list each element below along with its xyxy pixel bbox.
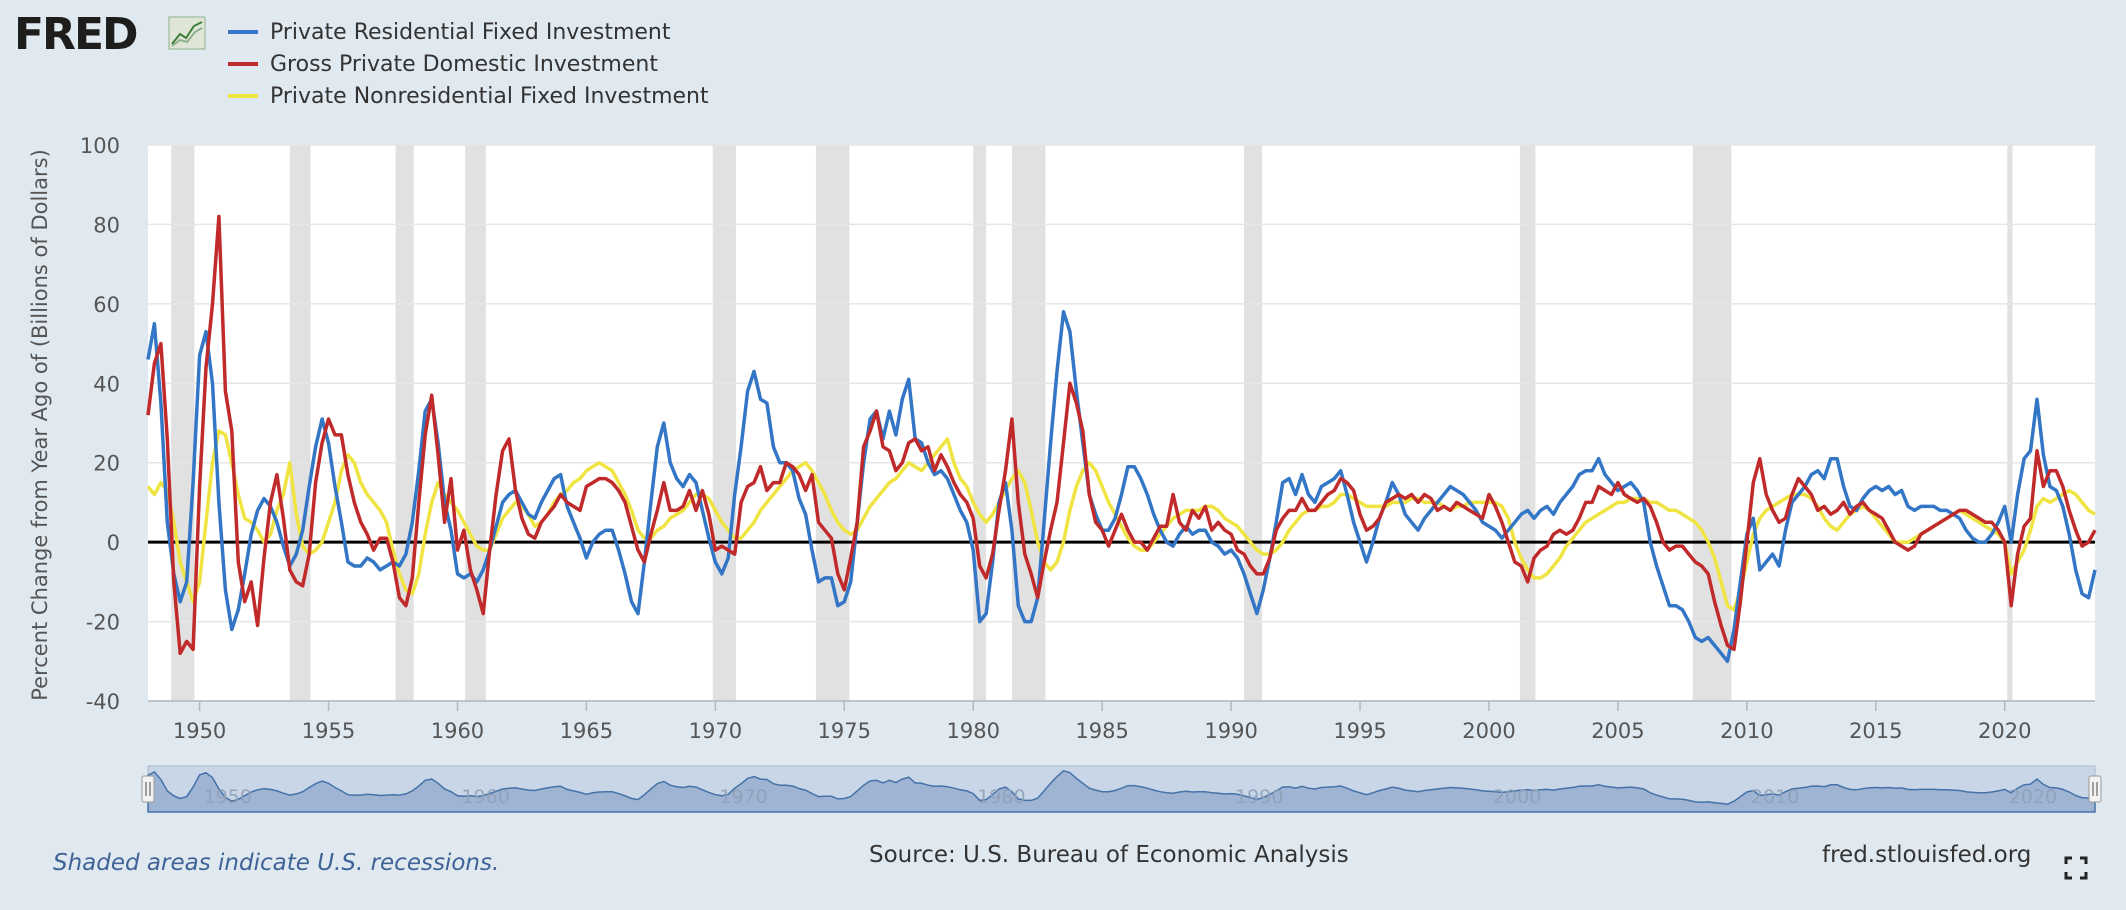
navigator-tick-label: 1960 [461,786,509,808]
x-tick-label: 1990 [1204,719,1257,743]
x-tick-label: 1970 [689,719,742,743]
y-tick-label: 80 [93,213,120,237]
recession-band [973,145,987,701]
fred-logo[interactable]: FRED [14,12,214,62]
fullscreen-icon[interactable] [2064,856,2088,880]
legend-label: Gross Private Domestic Investment [270,51,658,77]
x-tick-label: 1995 [1333,719,1386,743]
y-tick-label: 20 [93,452,120,476]
y-tick-label: 40 [93,372,120,396]
recession-band [1692,145,1732,701]
y-tick-label: -40 [86,690,120,714]
x-tick-label: 2005 [1591,719,1644,743]
x-tick-label: 1985 [1075,719,1128,743]
x-tick-label: 2015 [1849,719,1902,743]
plot-area: -40 -20 0 20 40 60 80 100 1950 1955 1960 1965 1970 19… [80,134,2097,743]
navigator-handle[interactable] [141,775,155,803]
x-tick-label: 1975 [818,719,871,743]
x-tick-label: 2020 [1978,719,2031,743]
recession-band [712,145,736,701]
navigator-tick-label: 2020 [2009,786,2057,808]
recession-note: Shaded areas indicate U.S. recessions. [53,850,500,876]
fred-logo-text: FRED [14,9,139,60]
x-tick-label: 1955 [302,719,355,743]
x-tick-label: 1965 [560,719,613,743]
x-tick-label: 2010 [1720,719,1773,743]
fred-chart-logo-icon [168,16,206,50]
site-link[interactable]: fred.stlouisfed.org [1822,842,2032,868]
navigator-tick-label: 2010 [1751,786,1799,808]
recession-band [2007,145,2013,701]
navigator-tick-label: 1970 [719,786,767,808]
y-tick-label: 100 [80,134,120,158]
x-tick-label: 1960 [431,719,484,743]
legend-swatch [228,30,258,34]
y-tick-label: 0 [107,531,120,555]
navigator-area [147,769,2096,813]
legend-label: Private Nonresidential Fixed Investment [270,83,709,109]
navigator-tick-label: 1980 [977,786,1025,808]
source-note: Source: U.S. Bureau of Economic Analysis [869,842,1349,868]
legend-swatch [228,94,258,98]
navigator-tick-label: 1950 [204,786,252,808]
chart-legend: Private Residential Fixed Investment Gros… [228,16,709,112]
legend-swatch [228,62,258,66]
navigator-tick-label: 2000 [1493,786,1541,808]
recession-band [289,145,311,701]
navigator-tick-label: 1990 [1235,786,1283,808]
series-line [146,214,2097,656]
recession-band [815,145,850,701]
legend-item[interactable]: Gross Private Domestic Investment [228,48,709,80]
legend-item[interactable]: Private Nonresidential Fixed Investment [228,80,709,112]
x-tick-label: 1980 [946,719,999,743]
navigator-handle[interactable] [2088,775,2102,803]
x-tick-label: 2000 [1462,719,1515,743]
y-axis-label: Percent Change from Year Ago of (Billion… [28,149,52,701]
y-tick-label: 60 [93,293,120,317]
navigator-series: 1950 1960 1970 1980 1990 2000 2010 2020 [141,765,2102,813]
legend-item[interactable]: Private Residential Fixed Investment [228,16,709,48]
legend-label: Private Residential Fixed Investment [270,19,671,45]
x-tick-label: 1950 [173,719,226,743]
y-tick-label: -20 [86,611,120,635]
